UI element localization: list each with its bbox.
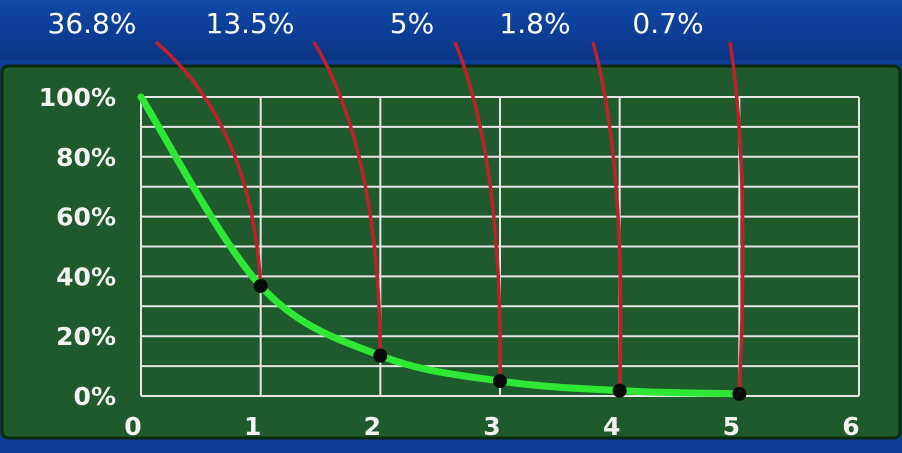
callout-labels: 36.8% 13.5% 5% 1.8% 0.7% <box>48 7 704 40</box>
callout-lines <box>154 40 745 394</box>
data-point <box>612 383 627 398</box>
callout-line <box>591 41 623 391</box>
callout-label: 1.8% <box>499 7 570 40</box>
header-band <box>0 0 902 60</box>
data-point <box>493 374 507 389</box>
x-tick-label: 4 <box>603 412 620 441</box>
y-tick-label: 100% <box>39 83 116 112</box>
callout-label: 5% <box>390 7 434 40</box>
x-tick-label: 5 <box>723 412 740 441</box>
y-axis-ticks: 0% 20% 40% 60% 80% 100% <box>39 83 116 411</box>
callout-line <box>312 41 383 356</box>
x-tick-label: 1 <box>244 412 261 441</box>
y-tick-label: 60% <box>56 203 116 232</box>
x-tick-label: 6 <box>842 412 859 441</box>
x-tick-label: 2 <box>364 412 381 441</box>
callout-line <box>154 40 263 287</box>
callout-label: 36.8% <box>48 7 137 40</box>
data-point <box>253 278 268 293</box>
callout-line <box>728 41 745 394</box>
x-tick-label: 0 <box>124 412 141 441</box>
y-tick-label: 40% <box>56 262 116 291</box>
y-tick-label: 80% <box>56 143 116 172</box>
data-point <box>732 386 747 401</box>
y-tick-label: 0% <box>74 382 116 411</box>
callout-line <box>453 41 502 382</box>
x-axis-ticks: 0 1 2 3 4 5 6 <box>124 412 859 441</box>
data-point <box>373 348 388 363</box>
data-markers <box>253 278 747 401</box>
callout-label: 13.5% <box>206 7 295 40</box>
plot-panel <box>0 64 902 440</box>
x-tick-label: 3 <box>483 412 500 441</box>
callout-label: 0.7% <box>632 7 703 40</box>
y-tick-label: 20% <box>56 322 116 351</box>
